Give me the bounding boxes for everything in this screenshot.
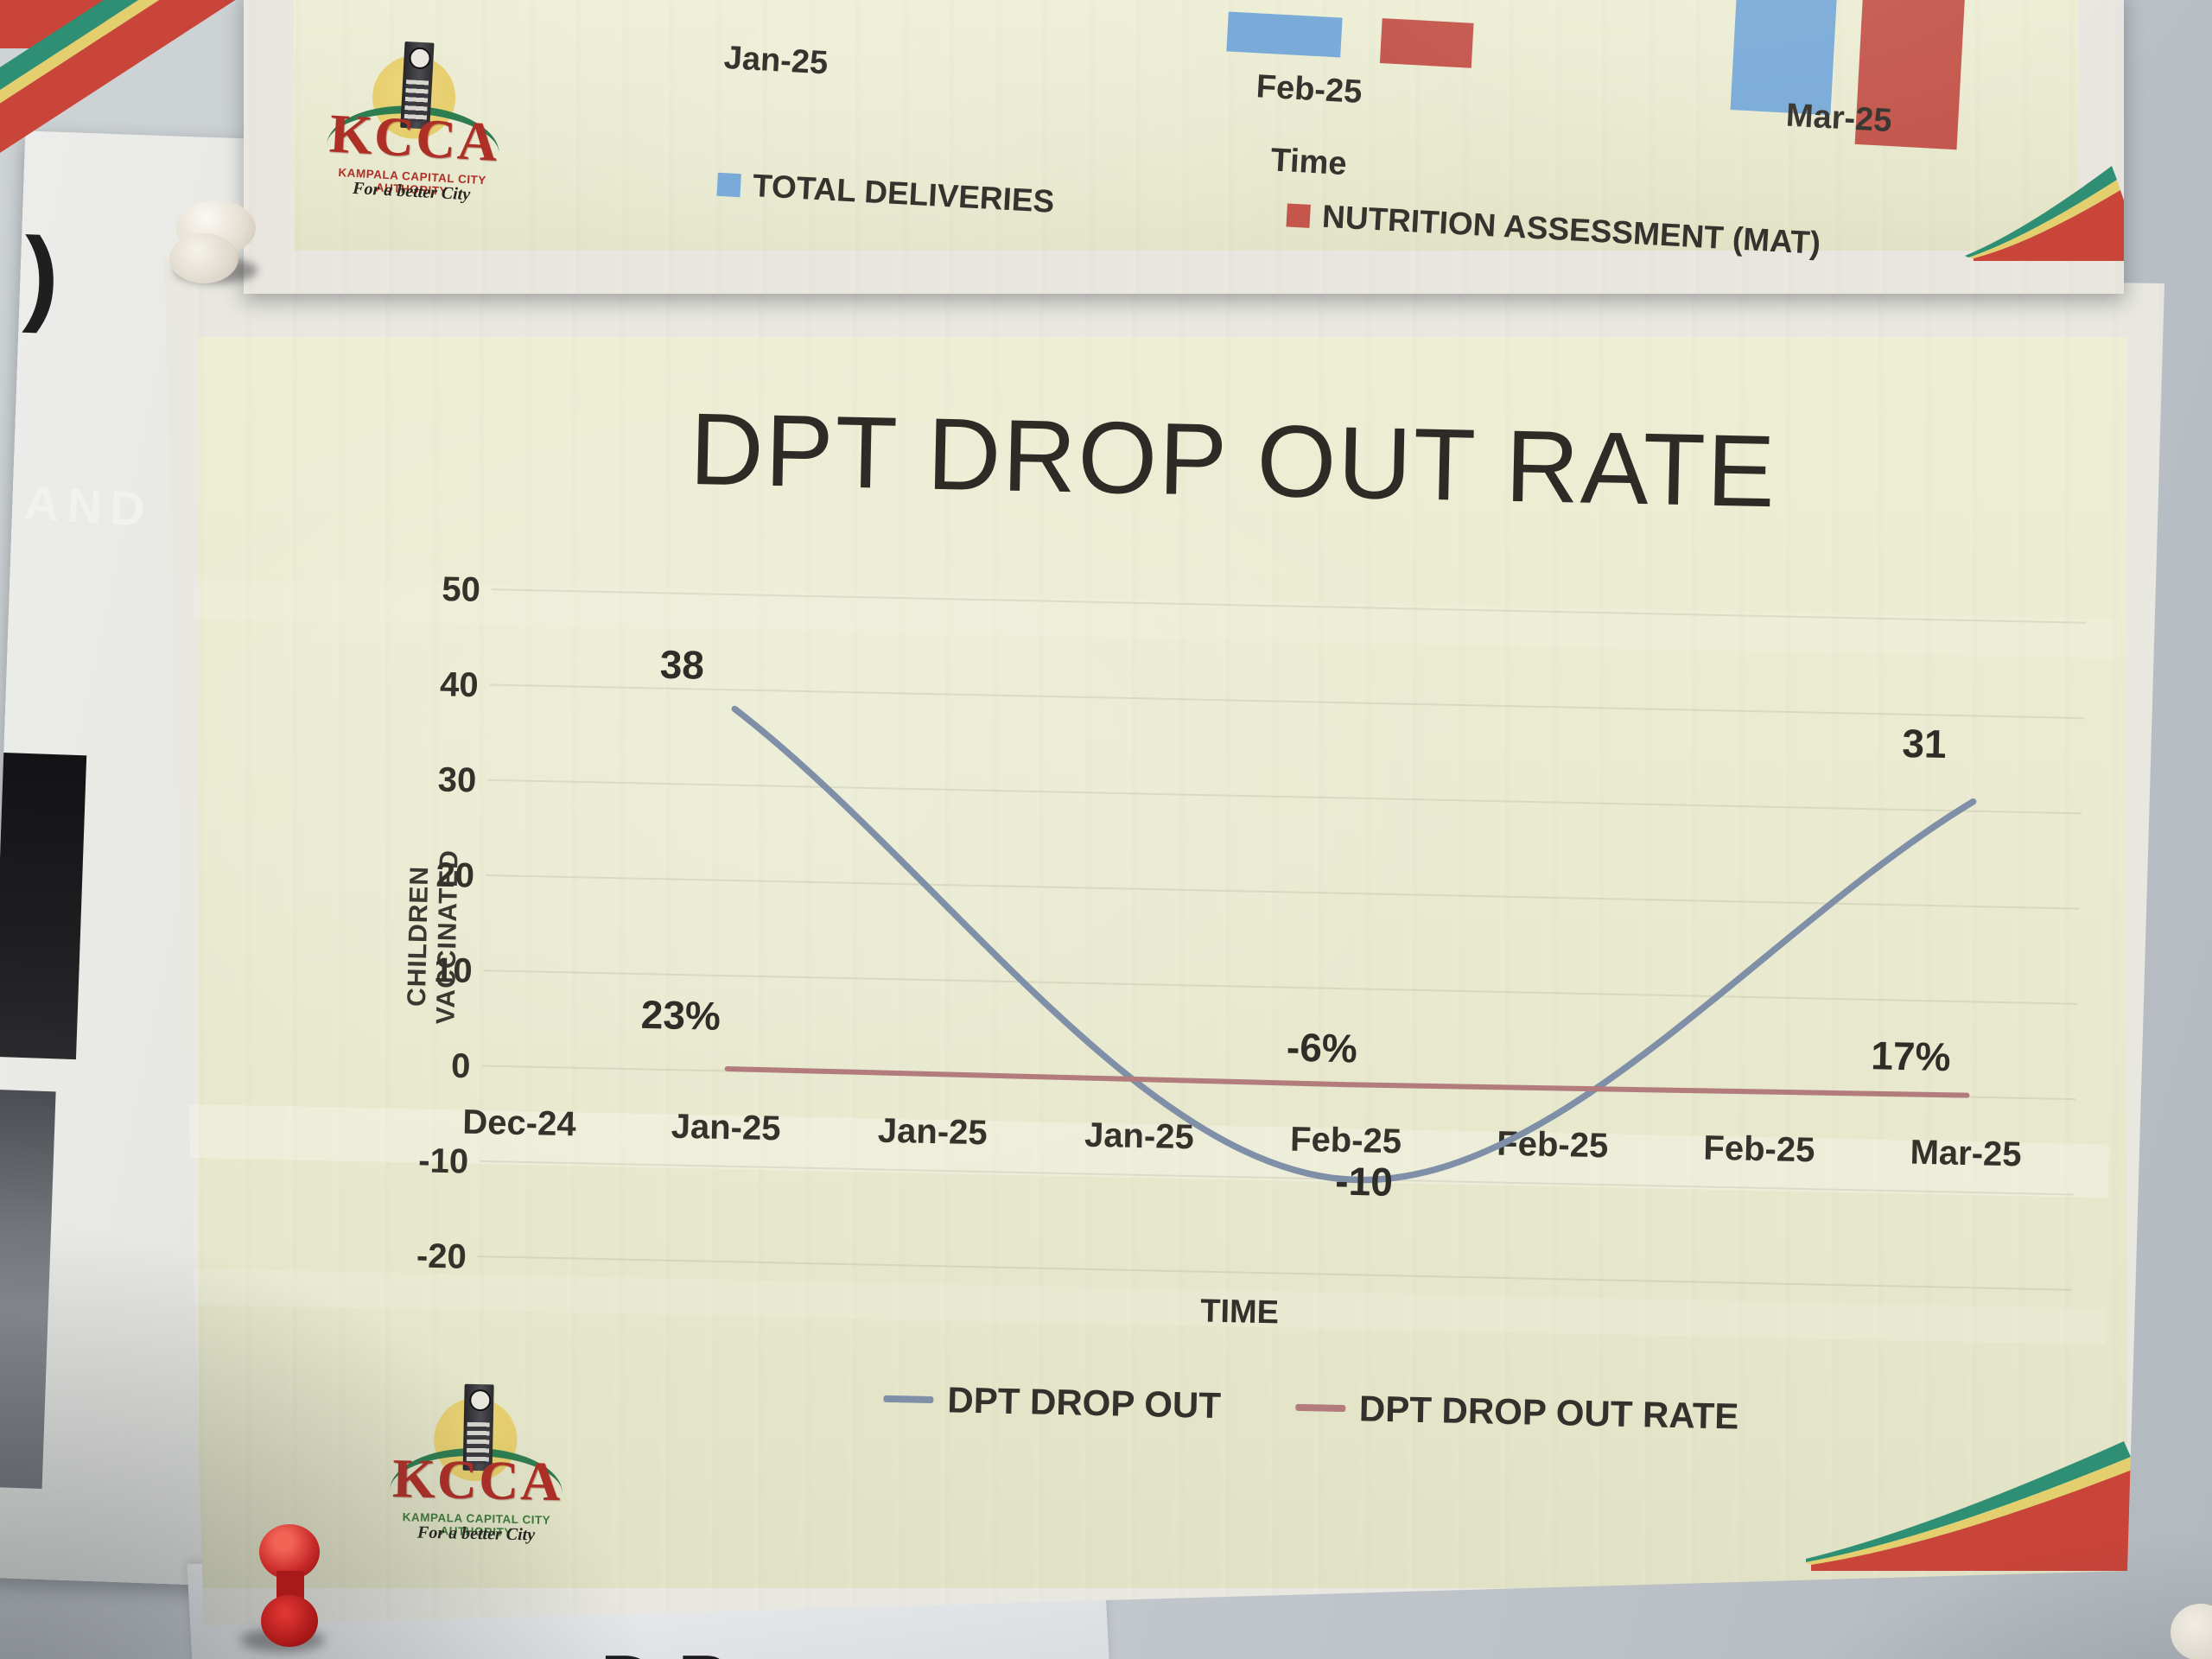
top-xtick-jan25: Jan-25 xyxy=(722,39,830,82)
dpt-drop-out-rate-sheet: DPT DROP OUT RATE CHILDREN VACCINATED 50… xyxy=(164,257,2164,1626)
svg-text:17%: 17% xyxy=(1871,1033,1951,1079)
blue-line-icon xyxy=(883,1395,934,1404)
svg-text:40: 40 xyxy=(440,665,479,704)
legend-label: DPT DROP OUT xyxy=(946,1379,1222,1427)
svg-text:Feb-25: Feb-25 xyxy=(1703,1129,1815,1170)
partial-parenthesis-text: ) xyxy=(22,215,61,334)
svg-text:Mar-25: Mar-25 xyxy=(1910,1134,2022,1174)
top-xtick-mar25: Mar-25 xyxy=(1784,97,1893,140)
kcca-acronym: KCCA xyxy=(391,1446,563,1513)
dark-image-block xyxy=(0,752,87,1060)
top-xtick-feb25: Feb-25 xyxy=(1255,68,1363,111)
svg-text:-6%: -6% xyxy=(1286,1025,1357,1071)
gray-image-block xyxy=(0,1089,56,1490)
legend-dpt-drop-out: DPT DROP OUT xyxy=(883,1378,1222,1427)
red-pushpin xyxy=(240,1521,332,1652)
top-sheet-corner-swoosh xyxy=(1965,166,2124,261)
kcca-logo: KCCA KAMPALA CAPITAL CITY AUTHORITY For … xyxy=(312,37,519,207)
kcca-logo: KCCA KAMPALA CAPITAL CITY AUTHORITY For … xyxy=(377,1382,579,1547)
cropped-title-letter-tops: DP xyxy=(601,1638,860,1659)
legend-label: DPT DROP OUT RATE xyxy=(1358,1388,1739,1437)
bar-feb-nutrition xyxy=(1379,18,1474,68)
svg-text:31: 31 xyxy=(1902,721,1947,766)
kcca-clock-face-icon xyxy=(408,47,432,70)
pin-ball xyxy=(261,1595,318,1647)
svg-text:-20: -20 xyxy=(416,1237,467,1276)
line-chart-plot: 50 40 30 20 10 0 -10 -20 Dec-24 Jan-25 Jan-25 Jan-2… xyxy=(416,570,2086,1291)
blue-square-icon xyxy=(716,172,741,197)
red-line-icon xyxy=(1294,1403,1345,1413)
white-pushpin xyxy=(169,200,264,287)
top-chart-sheet: Jan-25 Feb-25 Mar-25 Time TOTAL DELIVERI… xyxy=(244,0,2124,294)
svg-text:-10: -10 xyxy=(1335,1159,1394,1205)
svg-text:Dec-24: Dec-24 xyxy=(462,1103,577,1144)
svg-text:10: 10 xyxy=(434,951,473,990)
svg-text:-10: -10 xyxy=(418,1141,469,1180)
main-sheet-cream-area xyxy=(199,337,2127,1588)
legend-nutrition-assessment: NUTRITION ASSESSMENT (MAT) xyxy=(1286,196,1821,261)
svg-text:Jan-25: Jan-25 xyxy=(671,1108,781,1148)
svg-text:30: 30 xyxy=(437,761,476,800)
legend-label: NUTRITION ASSESSMENT (MAT) xyxy=(1321,198,1822,261)
x-axis-title: TIME xyxy=(1199,1293,1280,1332)
svg-text:0: 0 xyxy=(451,1047,471,1085)
svg-text:23%: 23% xyxy=(640,992,721,1039)
svg-text:38: 38 xyxy=(659,642,704,688)
pin-knob xyxy=(169,233,238,283)
main-sheet-corner-swoosh xyxy=(1806,1441,2139,1571)
svg-text:20: 20 xyxy=(435,856,474,895)
kcca-acronym: KCCA xyxy=(327,102,501,173)
pin-cap xyxy=(259,1524,320,1580)
legend-label: TOTAL DELIVERIES xyxy=(752,167,1056,219)
red-square-icon xyxy=(1286,202,1311,228)
top-axis-title-time: Time xyxy=(1269,142,1348,183)
kcca-clock-face-icon xyxy=(469,1389,492,1412)
white-pushpin-partial xyxy=(2171,1604,2212,1659)
svg-text:Jan-25: Jan-25 xyxy=(877,1112,988,1153)
svg-text:50: 50 xyxy=(442,570,480,609)
bar-feb-total-deliveries xyxy=(1226,11,1343,58)
svg-text:Feb-25: Feb-25 xyxy=(1290,1121,1402,1161)
kcca-tagline: For a better City xyxy=(416,1522,536,1545)
legend-total-deliveries: TOTAL DELIVERIES xyxy=(716,166,1055,220)
main-chart: DPT DROP OUT RATE CHILDREN VACCINATED 50… xyxy=(164,257,2164,1626)
svg-text:Feb-25: Feb-25 xyxy=(1497,1125,1609,1166)
svg-text:Jan-25: Jan-25 xyxy=(1084,1116,1195,1157)
